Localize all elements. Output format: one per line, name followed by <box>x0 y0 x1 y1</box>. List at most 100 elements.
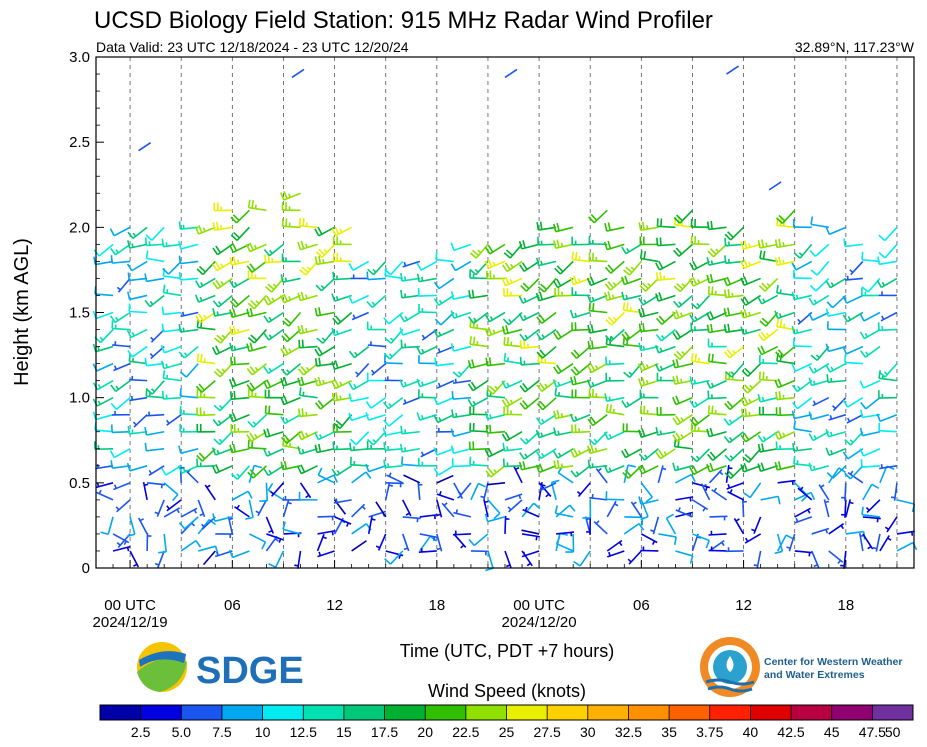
wind-barb <box>740 240 761 250</box>
wind-barb <box>842 345 864 355</box>
wind-barb <box>212 277 233 290</box>
wind-barb <box>297 376 318 387</box>
wind-barb <box>333 498 352 504</box>
wind-barb <box>229 277 250 289</box>
wind-barb <box>828 413 847 421</box>
wind-barb <box>758 354 778 365</box>
wind-barb <box>655 292 676 302</box>
wind-barb <box>503 352 523 365</box>
wind-barb <box>280 274 301 283</box>
wind-barb <box>552 379 574 388</box>
wind-barb <box>315 277 336 292</box>
wind-barb <box>825 362 847 373</box>
wind-barb <box>859 311 881 322</box>
colorbar-label: 15 <box>336 724 352 740</box>
wind-barb <box>147 482 166 489</box>
wind-barb <box>314 345 336 357</box>
wind-barb <box>707 243 728 258</box>
wind-barb <box>112 533 130 545</box>
wind-barb <box>860 345 881 358</box>
wind-barb <box>774 238 795 249</box>
wind-barb <box>385 482 404 488</box>
wind-barb <box>879 464 898 470</box>
wind-barb <box>228 377 250 388</box>
wind-barb <box>878 422 898 433</box>
wind-barb <box>621 328 642 342</box>
colorbar-label: 32.5 <box>615 724 642 740</box>
wind-barb <box>281 253 301 263</box>
wind-barb <box>825 277 847 289</box>
wind-barb <box>348 412 369 422</box>
wind-barb <box>513 466 523 484</box>
wind-barb <box>706 462 727 473</box>
wind-barb <box>366 321 386 331</box>
wind-barb <box>501 325 523 335</box>
colorbar-swatch <box>425 705 467 720</box>
wind-barb <box>453 533 467 549</box>
wind-barb <box>297 430 318 441</box>
wind-barb <box>452 378 472 384</box>
wind-barb <box>571 236 591 246</box>
wind-barb <box>469 406 488 416</box>
wind-barb <box>536 221 557 231</box>
wind-barb <box>740 276 761 286</box>
wind-barb <box>93 256 114 266</box>
wind-barb <box>741 363 762 377</box>
wind-barb <box>294 550 302 569</box>
wind-barb <box>604 393 625 402</box>
wind-barb <box>860 397 881 410</box>
wind-barb <box>607 550 625 558</box>
wind-barb <box>810 346 830 361</box>
wind-barb <box>450 445 472 455</box>
wind-barb <box>884 516 898 533</box>
wind-barb <box>707 405 727 416</box>
wind-barb <box>95 482 114 489</box>
wind-barb <box>266 533 284 543</box>
wind-barb <box>842 294 864 304</box>
wind-barb <box>794 550 813 557</box>
wind-barb <box>435 427 454 433</box>
wind-barb <box>775 441 795 451</box>
wind-barb <box>842 311 864 323</box>
wind-barb <box>349 431 370 446</box>
wind-barb <box>433 328 455 338</box>
wind-barb <box>760 495 781 505</box>
wind-barb <box>655 260 676 271</box>
wind-barb <box>861 277 881 293</box>
wind-barb <box>565 533 575 553</box>
wind-barb <box>877 322 897 332</box>
wind-barb <box>776 284 795 297</box>
wind-barb <box>519 339 540 349</box>
x-tick-label: 18 <box>428 597 445 614</box>
wind-barb <box>751 516 762 534</box>
wind-barb <box>383 311 404 325</box>
wind-barb <box>433 277 455 290</box>
wind-barb <box>280 362 302 376</box>
wind-barb <box>605 491 625 501</box>
wind-barb <box>298 491 318 501</box>
wind-barb <box>775 345 796 359</box>
wind-barb <box>433 413 455 424</box>
wind-barb <box>291 68 305 79</box>
wind-barb <box>502 458 523 468</box>
wind-barb <box>314 255 335 266</box>
wind-barb <box>348 260 370 271</box>
wind-barb <box>142 482 149 501</box>
wind-barb <box>672 358 693 369</box>
wind-barb <box>706 220 727 231</box>
wind-barb <box>774 461 795 471</box>
wind-barb <box>93 243 114 257</box>
wind-barb <box>535 448 557 460</box>
wind-barb <box>638 323 659 333</box>
wind-barb <box>351 503 366 518</box>
wind-barb <box>280 414 301 425</box>
wind-barb <box>774 430 796 440</box>
wind-barb <box>537 236 557 246</box>
wind-barb <box>247 414 267 428</box>
wind-barb <box>468 289 489 299</box>
colorbar-swatch <box>100 705 142 720</box>
wind-barb <box>706 379 727 389</box>
wind-barb <box>689 396 710 408</box>
wind-barb <box>436 533 443 552</box>
wind-barb <box>230 356 250 366</box>
